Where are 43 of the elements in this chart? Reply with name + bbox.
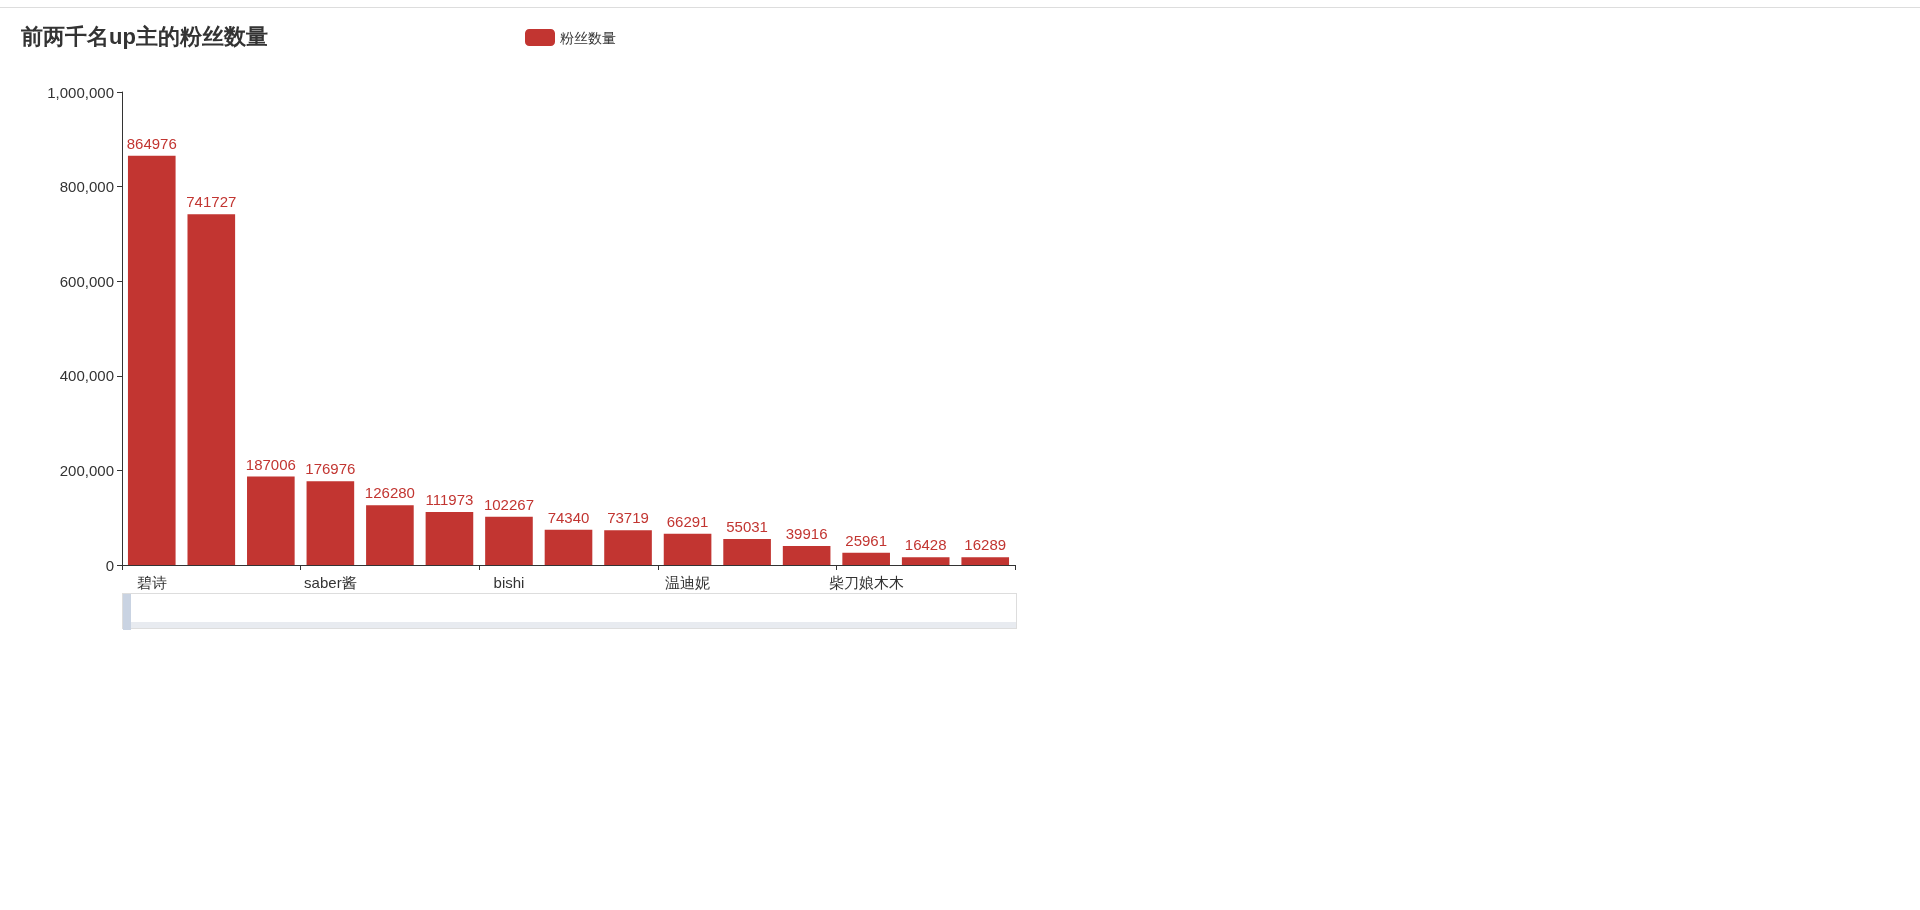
data-label: 25961 bbox=[845, 531, 888, 549]
y-tick-label: 0 bbox=[105, 556, 114, 574]
data-label: 864976 bbox=[126, 134, 177, 152]
y-tick-label: 600,000 bbox=[59, 272, 114, 290]
bar bbox=[782, 546, 831, 565]
x-tick-label: bishi bbox=[493, 574, 525, 591]
data-label: 187006 bbox=[245, 455, 296, 473]
chart-title: 前两千名up主的粉丝数量 bbox=[20, 23, 268, 49]
data-label: 74340 bbox=[547, 508, 590, 526]
bar bbox=[544, 529, 593, 565]
y-tick-label: 400,000 bbox=[59, 367, 114, 385]
y-tick-label: 200,000 bbox=[59, 461, 114, 479]
x-tick-label: 碧诗 bbox=[136, 574, 167, 591]
y-tick-label: 800,000 bbox=[59, 178, 114, 196]
data-label: 55031 bbox=[726, 517, 768, 535]
data-label: 741727 bbox=[186, 193, 237, 211]
bar bbox=[187, 214, 236, 565]
data-label: 39916 bbox=[785, 525, 828, 543]
bar bbox=[663, 533, 712, 565]
bar bbox=[961, 557, 1010, 565]
data-label: 111973 bbox=[425, 491, 474, 509]
bar bbox=[604, 530, 652, 565]
data-label: 176976 bbox=[305, 460, 356, 478]
legend-label: 粉丝数量 bbox=[560, 29, 616, 46]
bar bbox=[485, 516, 533, 565]
data-label: 126280 bbox=[364, 484, 415, 502]
data-label: 16289 bbox=[964, 536, 1007, 554]
bar bbox=[306, 481, 355, 565]
bar bbox=[247, 476, 295, 565]
bar bbox=[901, 557, 950, 565]
x-tick-label: saber酱 bbox=[304, 574, 357, 591]
bar bbox=[723, 538, 771, 565]
x-tick-label: 柴刀娘木木 bbox=[828, 574, 904, 591]
data-label: 102267 bbox=[483, 495, 534, 513]
bar bbox=[842, 552, 890, 565]
data-label: 66291 bbox=[666, 512, 709, 530]
x-tick-label: 温迪妮 bbox=[665, 574, 711, 591]
data-label: 16428 bbox=[904, 536, 947, 554]
bar bbox=[425, 512, 474, 565]
data-label: 73719 bbox=[607, 509, 649, 527]
y-tick-label: 1,000,000 bbox=[47, 83, 114, 101]
bar bbox=[366, 505, 414, 565]
bar bbox=[127, 155, 176, 565]
